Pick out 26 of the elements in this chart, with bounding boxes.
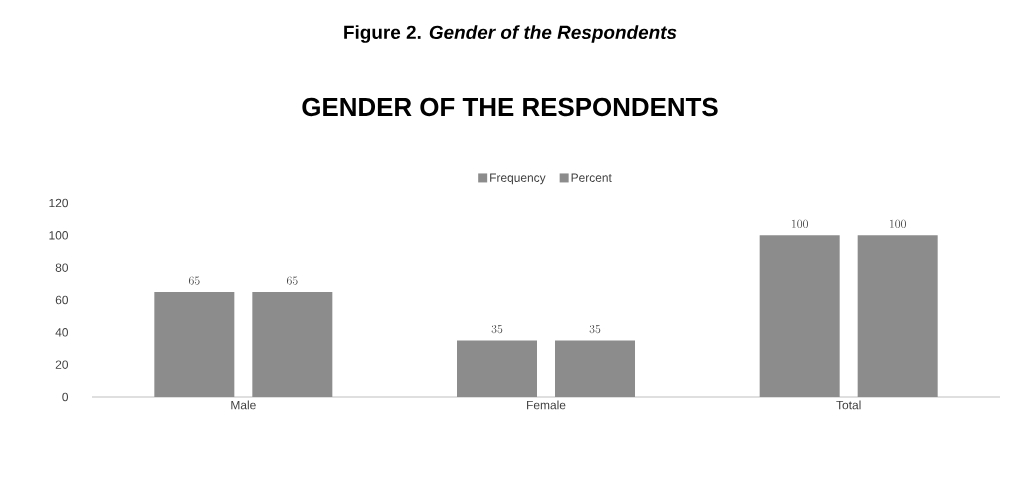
- y-tick-label: 0: [62, 392, 69, 402]
- chart-title: Figure 2. Gender of the Respondents: [344, 25, 677, 43]
- y-tick-label: 120: [49, 198, 69, 208]
- bar: [154, 291, 235, 397]
- y-tick-label: 60: [55, 295, 69, 305]
- bar: [457, 340, 537, 397]
- x-tick-label: Female: [527, 400, 566, 410]
- x-tick-label: Male: [231, 400, 256, 410]
- chart-subtitle: GENDER OF THE RESPONDENTS: [302, 97, 718, 117]
- legend-label: Frequency: [490, 173, 546, 185]
- data-label: 65: [188, 276, 200, 285]
- bar: [759, 235, 840, 397]
- x-tick-label: Total: [836, 400, 861, 410]
- data-label: 65: [286, 276, 298, 285]
- bar: [252, 291, 333, 397]
- y-tick-label: 40: [55, 328, 69, 337]
- data-label: 100: [889, 219, 906, 229]
- legend-label: Percent: [571, 173, 612, 182]
- y-tick-label: 80: [55, 263, 69, 272]
- bar: [555, 340, 636, 397]
- bar: [857, 235, 938, 397]
- y-tick-label: 100: [49, 231, 69, 240]
- data-label: 100: [791, 219, 808, 229]
- data-label: 35: [589, 324, 601, 334]
- y-tick-label: 20: [55, 360, 69, 369]
- data-label: 35: [491, 324, 503, 334]
